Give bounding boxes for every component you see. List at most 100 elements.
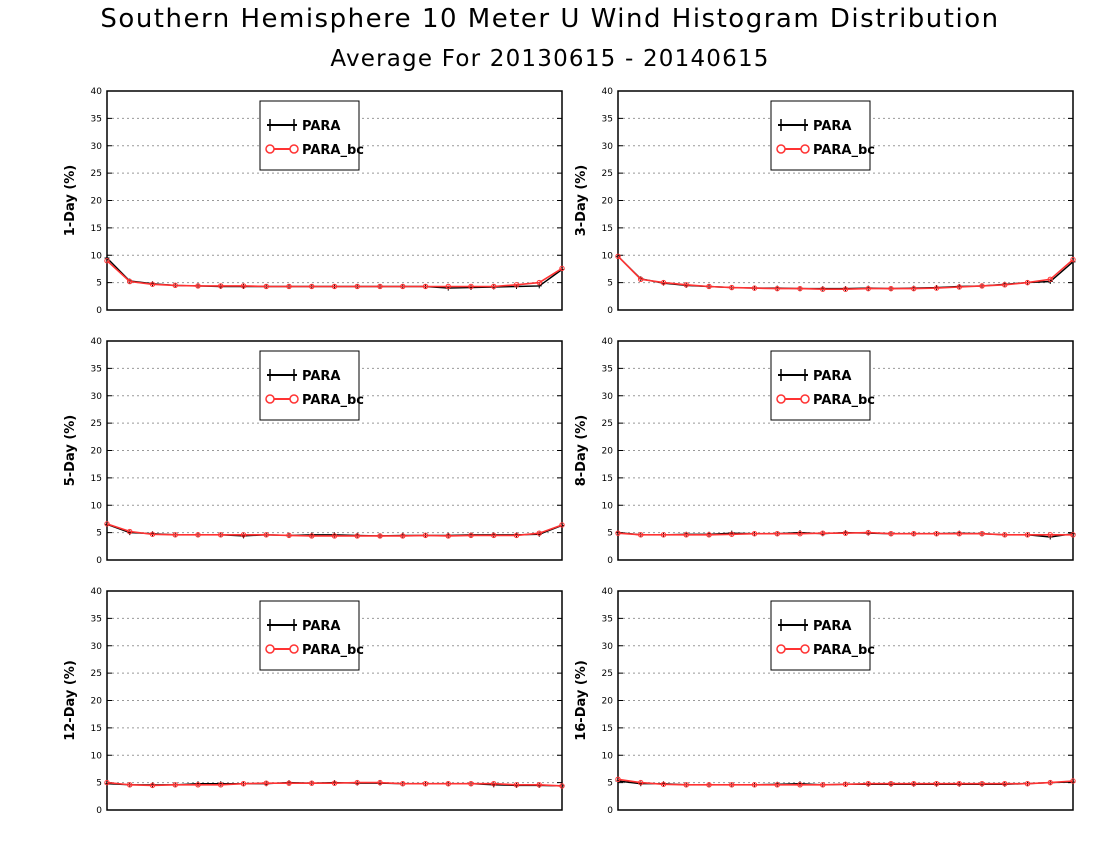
legend-marker-para-bc (289, 394, 299, 404)
y-tick-label: 10 (91, 751, 103, 761)
y-tick-label: 30 (602, 142, 614, 152)
legend-marker-para-bc (776, 394, 786, 404)
data-point-para-bc (536, 279, 542, 286)
data-point-para-bc (774, 782, 780, 788)
series-line-para-bc (106, 260, 563, 288)
data-point-para (104, 255, 110, 261)
data-point-para-bc (354, 779, 360, 786)
data-point-para-bc (638, 779, 644, 786)
data-point-para-bc (888, 531, 894, 537)
data-point-para-bc (445, 283, 451, 290)
y-tick-label: 5 (96, 529, 102, 539)
y-tick-label: 10 (602, 751, 614, 761)
y-tick-label: 35 (602, 614, 613, 624)
y-tick-label: 5 (96, 779, 102, 789)
data-point-para-bc (820, 286, 826, 292)
data-point-para-bc (683, 782, 689, 788)
data-point-para-bc (615, 776, 621, 783)
data-point-para-bc (1002, 781, 1008, 787)
data-point-para-bc (127, 528, 133, 535)
legend-label: PARA_bc (813, 393, 875, 408)
legend-box (259, 350, 360, 421)
legend-marker-para (780, 119, 806, 131)
data-point-para-bc (536, 530, 542, 536)
data-point-para-bc (979, 781, 985, 787)
data-point-para-bc (638, 532, 644, 538)
data-point-para-bc (513, 282, 520, 288)
data-point-para-bc (513, 532, 520, 539)
legend-box (770, 600, 871, 671)
data-point-para-bc (865, 529, 871, 536)
data-point-para-bc (1047, 276, 1053, 283)
data-point-para-bc (331, 283, 338, 290)
data-point-para-bc (172, 532, 178, 538)
data-point-para-bc (422, 781, 429, 787)
data-point-para-bc (195, 283, 201, 289)
data-point-para-bc (1047, 779, 1053, 786)
data-point-para-bc (263, 283, 269, 290)
y-tick-label: 15 (91, 474, 102, 484)
data-point-para-bc (104, 258, 110, 264)
y-tick-label: 35 (602, 114, 613, 124)
data-point-para-bc (729, 782, 735, 788)
legend-marker-para-bc (800, 394, 810, 404)
plot-frame (106, 590, 563, 811)
legend-box (770, 350, 871, 421)
legend-marker-para-bc (776, 144, 786, 154)
data-point-para-bc (729, 531, 735, 537)
legend-box (259, 100, 360, 171)
y-tick-label: 5 (96, 279, 102, 289)
data-point-para-bc (683, 282, 689, 288)
data-point-para-bc (559, 265, 565, 272)
data-point-para-bc (491, 283, 497, 290)
y-tick-label: 40 (91, 87, 103, 97)
y-axis-label: 1-Day (%) (63, 165, 78, 237)
data-point-para-bc (468, 283, 474, 290)
data-point-para-bc (797, 531, 803, 537)
data-point-para-bc (491, 532, 497, 539)
data-point-para-bc (468, 781, 474, 787)
y-tick-label: 30 (91, 642, 103, 652)
y-tick-label: 30 (602, 642, 614, 652)
data-point-para-bc (615, 253, 621, 260)
data-point-para-bc (1002, 532, 1008, 538)
y-tick-label: 20 (91, 447, 103, 457)
y-tick-label: 35 (602, 364, 613, 374)
data-point-para-bc (172, 282, 178, 289)
data-point-para-bc (286, 532, 292, 539)
legend-marker-para (269, 619, 295, 631)
data-point-para-bc (218, 782, 224, 788)
y-tick-label: 25 (91, 419, 102, 429)
legend-label: PARA (813, 119, 851, 134)
series-line-para-bc (617, 531, 1073, 536)
y-tick-label: 10 (602, 251, 614, 261)
y-tick-label: 25 (602, 669, 613, 679)
chart-panel-1: 0 5 10 15 20 25 30 35 40 1-Day (%) PARA PARA_bc (63, 87, 565, 316)
data-point-para-bc (933, 531, 940, 537)
legend-label: PARA (302, 619, 340, 634)
data-point-para-bc (888, 285, 894, 292)
plot-frame (106, 340, 563, 561)
data-point-para-bc (377, 283, 383, 290)
legend-box (770, 100, 871, 171)
legend-label: PARA (302, 369, 340, 384)
y-axis-label: 16-Day (%) (574, 660, 589, 741)
data-point-para-bc (422, 283, 429, 290)
chart-panel-5: 0 5 10 15 20 25 30 35 40 12-Day (%) PARA PARA_bc (63, 587, 565, 816)
data-point-para-bc (933, 285, 940, 291)
data-point-para-bc (309, 780, 315, 786)
y-axis-label: 12-Day (%) (63, 660, 78, 741)
data-point-para-bc (445, 781, 451, 787)
y-tick-label: 40 (602, 87, 614, 97)
data-point-para-bc (660, 532, 667, 538)
legend-marker-para (269, 119, 295, 131)
y-tick-label: 5 (607, 279, 613, 289)
data-point-para-bc (400, 283, 406, 290)
legend-label: PARA_bc (302, 143, 364, 158)
legend-marker-para-bc (800, 644, 810, 654)
plot-frame (617, 340, 1074, 561)
y-tick-label: 20 (602, 447, 614, 457)
y-tick-label: 5 (607, 529, 613, 539)
data-point-para-bc (683, 532, 689, 538)
data-point-para-bc (729, 284, 735, 291)
